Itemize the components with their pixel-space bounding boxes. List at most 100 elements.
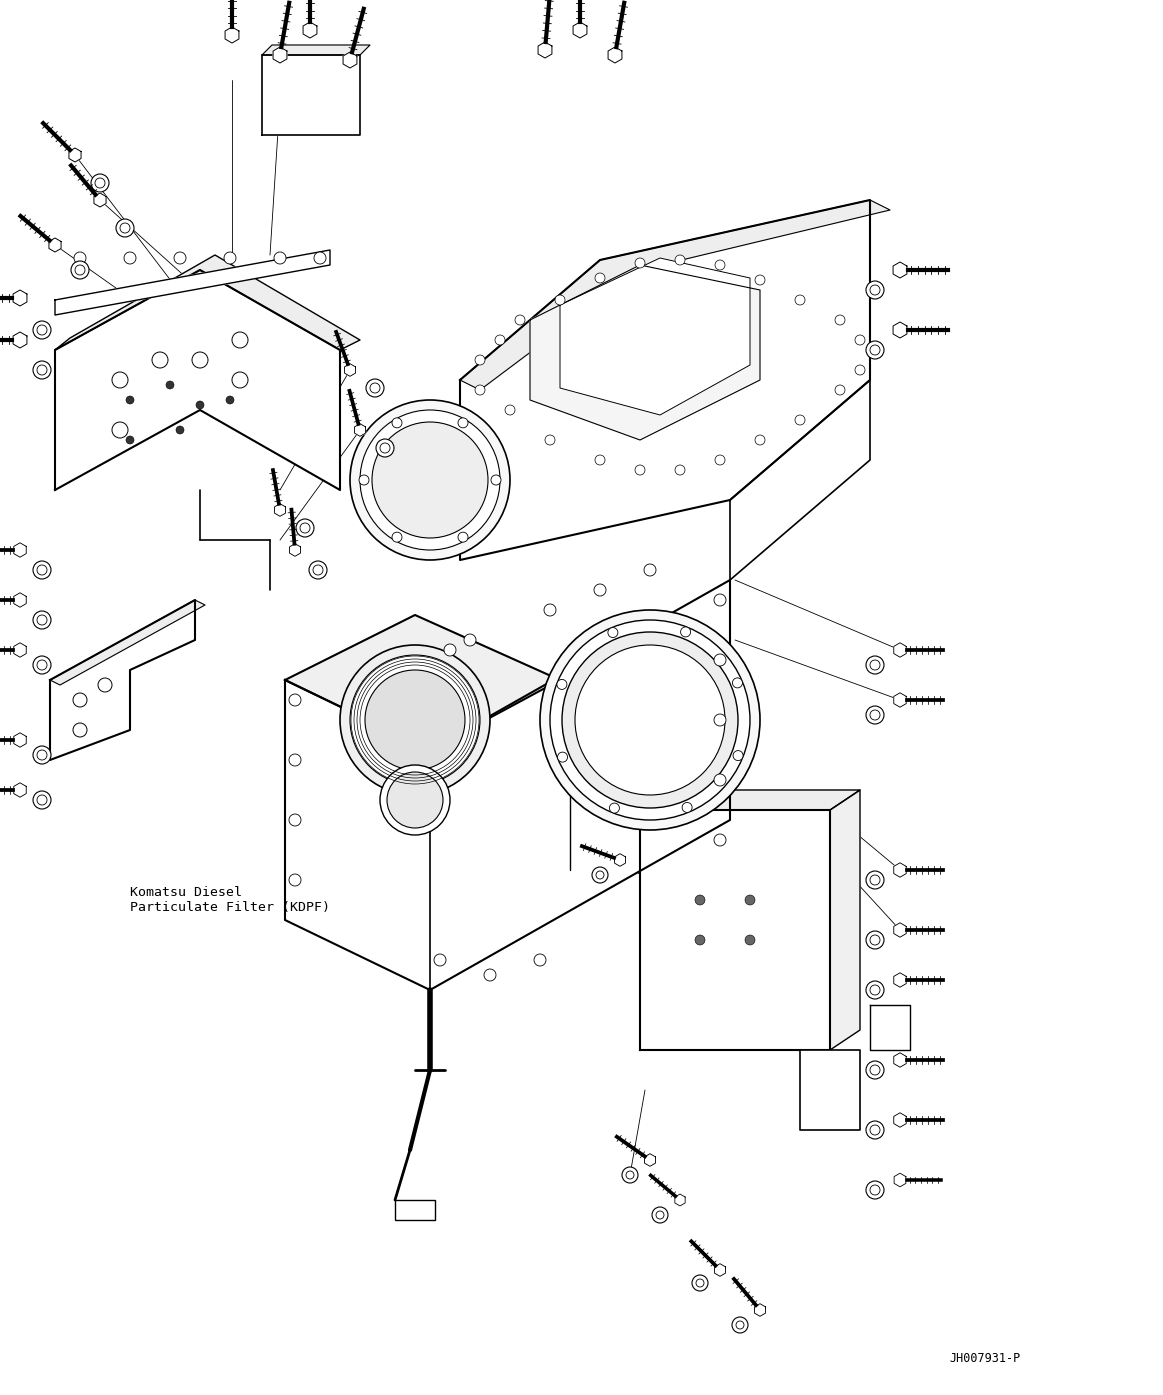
Circle shape [608, 628, 618, 638]
Polygon shape [893, 693, 906, 707]
Circle shape [714, 654, 726, 665]
Circle shape [350, 656, 480, 785]
Polygon shape [55, 255, 361, 350]
Circle shape [288, 875, 301, 886]
Polygon shape [461, 199, 890, 391]
Polygon shape [49, 239, 62, 252]
Circle shape [392, 531, 402, 543]
Polygon shape [226, 27, 238, 43]
Circle shape [197, 400, 204, 409]
Polygon shape [290, 544, 300, 557]
Circle shape [695, 935, 705, 944]
Polygon shape [640, 790, 859, 810]
Circle shape [495, 335, 505, 345]
Circle shape [692, 1275, 708, 1290]
Circle shape [870, 875, 880, 884]
Polygon shape [830, 790, 859, 1050]
Circle shape [695, 1279, 704, 1288]
Polygon shape [893, 322, 907, 338]
Circle shape [866, 1122, 884, 1138]
Polygon shape [343, 52, 357, 68]
Circle shape [870, 285, 880, 294]
Polygon shape [893, 972, 906, 988]
Circle shape [365, 670, 465, 770]
Circle shape [644, 564, 656, 576]
Polygon shape [893, 923, 906, 937]
Polygon shape [55, 271, 340, 490]
Polygon shape [755, 1304, 765, 1317]
Circle shape [745, 896, 755, 905]
Circle shape [226, 396, 234, 405]
Polygon shape [14, 732, 27, 748]
Circle shape [37, 795, 47, 805]
Circle shape [635, 465, 645, 476]
Circle shape [595, 455, 605, 465]
Circle shape [73, 693, 87, 707]
Circle shape [870, 935, 880, 944]
Circle shape [635, 258, 645, 268]
Circle shape [458, 418, 468, 428]
Polygon shape [561, 258, 750, 414]
Circle shape [870, 660, 880, 670]
Circle shape [98, 678, 112, 692]
Circle shape [37, 565, 47, 575]
Polygon shape [55, 250, 330, 315]
Circle shape [715, 455, 725, 465]
Circle shape [683, 802, 692, 812]
Circle shape [340, 644, 490, 795]
Circle shape [870, 1064, 880, 1076]
Polygon shape [14, 643, 27, 657]
Circle shape [575, 644, 725, 795]
Polygon shape [262, 45, 370, 54]
Polygon shape [640, 810, 830, 1050]
Circle shape [74, 252, 86, 264]
Polygon shape [274, 504, 285, 516]
Circle shape [313, 565, 323, 575]
Circle shape [484, 970, 495, 981]
Circle shape [866, 706, 884, 724]
Circle shape [557, 679, 566, 689]
Polygon shape [608, 47, 622, 63]
Circle shape [112, 423, 128, 438]
Circle shape [74, 265, 85, 275]
Circle shape [550, 619, 750, 820]
Polygon shape [69, 148, 81, 162]
Circle shape [464, 633, 476, 646]
Polygon shape [50, 600, 195, 760]
Polygon shape [14, 543, 27, 557]
Circle shape [555, 294, 565, 306]
Polygon shape [13, 290, 27, 306]
Circle shape [475, 354, 485, 365]
Circle shape [870, 1184, 880, 1196]
Circle shape [33, 361, 51, 379]
Text: JH007931-P: JH007931-P [949, 1352, 1021, 1364]
Circle shape [594, 585, 606, 596]
Polygon shape [644, 1154, 656, 1166]
Circle shape [359, 476, 369, 485]
Circle shape [870, 710, 880, 720]
Circle shape [458, 531, 468, 543]
Circle shape [695, 896, 705, 905]
Circle shape [855, 365, 865, 375]
Polygon shape [530, 265, 759, 439]
Circle shape [656, 1211, 664, 1219]
Circle shape [562, 632, 739, 808]
Bar [395, 1200, 435, 1221]
Circle shape [733, 678, 742, 688]
Circle shape [736, 1321, 744, 1329]
Circle shape [592, 868, 608, 883]
Circle shape [714, 834, 726, 845]
Circle shape [370, 384, 380, 393]
Circle shape [300, 523, 311, 533]
Circle shape [855, 335, 865, 345]
Circle shape [870, 345, 880, 354]
Circle shape [116, 219, 134, 237]
Polygon shape [893, 262, 907, 278]
Circle shape [112, 372, 128, 388]
Circle shape [376, 439, 394, 458]
Circle shape [192, 352, 208, 368]
Circle shape [515, 315, 525, 325]
Circle shape [126, 437, 134, 444]
Circle shape [33, 611, 51, 629]
Circle shape [545, 435, 555, 445]
